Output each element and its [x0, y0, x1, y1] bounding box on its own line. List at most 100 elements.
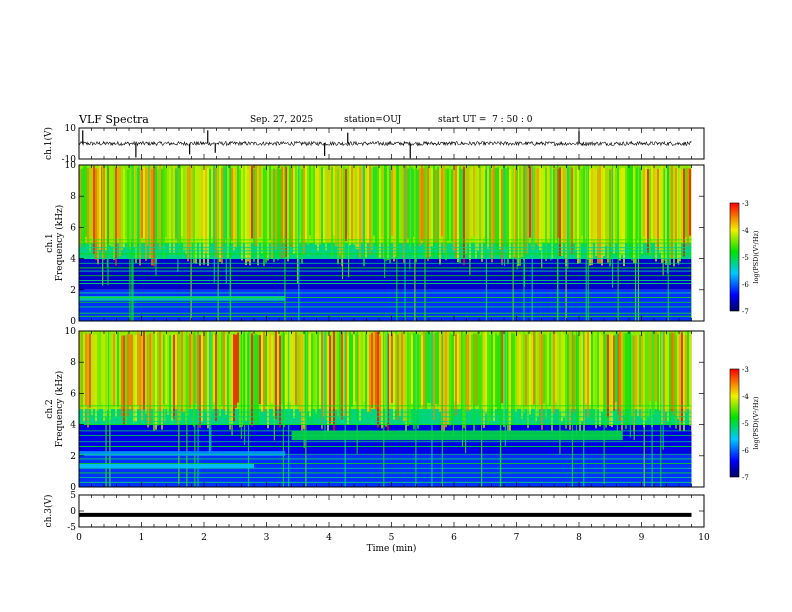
sferic-streak [583, 331, 585, 487]
noise-column [555, 333, 557, 402]
sferic-streak [105, 331, 107, 487]
noise-column [335, 165, 337, 247]
ch3-waveform-ylabel: ch.3(V) [43, 495, 54, 528]
noise-column [299, 334, 301, 413]
noise-column [417, 334, 419, 429]
noise-column [399, 168, 401, 243]
noise-column [613, 168, 615, 254]
noise-column [599, 165, 601, 264]
noise-column [211, 333, 213, 412]
noise-column [117, 332, 119, 407]
noise-column [551, 332, 553, 432]
noise-column [429, 167, 431, 257]
sferic-streak [247, 331, 250, 487]
noise-column [371, 167, 373, 250]
noise-column [417, 169, 419, 245]
noise-column [157, 169, 159, 244]
noise-column [203, 165, 205, 265]
noise-column [307, 167, 309, 245]
emission-band [79, 451, 286, 456]
spectral-band [79, 289, 692, 321]
noise-column [111, 169, 113, 247]
noise-column [401, 165, 403, 239]
no-data-region [691, 331, 704, 487]
noise-column [531, 335, 533, 405]
emission-band [79, 463, 254, 469]
noise-column [165, 334, 167, 405]
noise-column [117, 167, 119, 238]
noise-column [113, 165, 115, 261]
noise-column [477, 166, 479, 251]
noise-column [653, 165, 655, 236]
noise-column [457, 333, 459, 405]
noise-column [481, 167, 483, 262]
noise-column [339, 331, 341, 410]
noise-column [633, 167, 635, 264]
noise-column [253, 335, 255, 422]
noise-column [379, 168, 381, 258]
sferic-streak [481, 331, 483, 487]
noise-column [413, 333, 415, 430]
noise-column [249, 331, 251, 424]
noise-column [573, 334, 575, 414]
noise-column [521, 332, 523, 419]
noise-column [235, 168, 237, 247]
noise-column [111, 332, 113, 403]
noise-column [421, 165, 423, 241]
noise-column [207, 168, 209, 266]
noise-column [361, 332, 363, 406]
spectral-band [79, 455, 692, 487]
x-tick-label: 0 [76, 533, 82, 543]
noise-column [343, 333, 345, 416]
noise-column [391, 166, 393, 236]
noise-column [661, 166, 663, 263]
noise-column [611, 333, 613, 428]
noise-column [177, 333, 179, 425]
noise-column [205, 165, 207, 254]
sferic-streak [243, 331, 246, 445]
noise-column [447, 331, 449, 426]
noise-column [595, 335, 597, 429]
y-tick-label: 2 [70, 452, 76, 462]
colorbar-tick-label: -5 [742, 254, 749, 262]
sferic-streak [431, 331, 433, 487]
sferic-streak [341, 165, 344, 280]
noise-column [661, 334, 663, 425]
noise-column [297, 335, 299, 407]
noise-column [89, 166, 91, 253]
noise-column [161, 168, 163, 246]
noise-column [121, 167, 123, 251]
sferic-streak [674, 331, 676, 419]
noise-column [315, 333, 317, 414]
noise-column [509, 332, 511, 432]
noise-column [397, 334, 399, 420]
noise-column [499, 168, 501, 250]
y-tick-label: 10 [65, 124, 77, 134]
noise-column [159, 331, 161, 412]
colorbar-label: log(PSD)(V²/Hz) [752, 230, 760, 283]
noise-column [209, 168, 211, 247]
noise-column [135, 335, 137, 422]
noise-column [319, 334, 321, 408]
noise-column [139, 166, 141, 266]
noise-column [653, 331, 655, 415]
noise-column [423, 168, 425, 245]
noise-column [219, 333, 221, 417]
noise-column [283, 333, 285, 428]
noise-column [545, 167, 547, 261]
sferic-streak [164, 331, 166, 423]
noise-column [283, 168, 285, 236]
noise-column [665, 335, 667, 413]
noise-column [87, 167, 89, 245]
noise-column [487, 331, 489, 425]
noise-column [515, 334, 517, 412]
noise-column [259, 165, 261, 238]
sferic-streak [469, 165, 471, 275]
noise-column [313, 332, 315, 405]
date-label: Sep. 27, 2025 [250, 115, 314, 125]
noise-column [137, 167, 139, 260]
x-tick-label: 7 [514, 533, 520, 543]
noise-column [201, 333, 203, 423]
noise-column [505, 168, 507, 248]
noise-column [519, 334, 521, 407]
